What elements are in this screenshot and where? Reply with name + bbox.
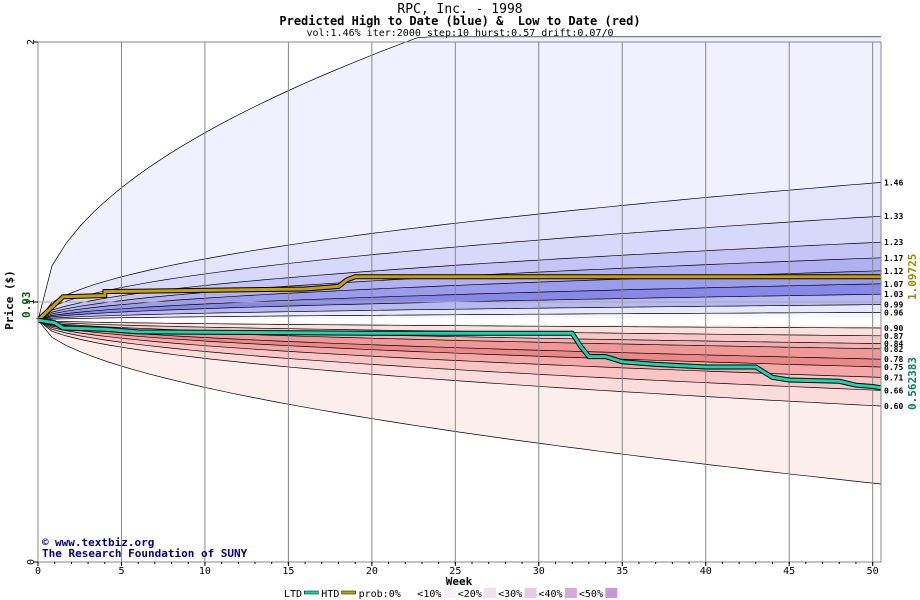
y-tick-label: 2 [26, 39, 37, 45]
band-boundary-19 [37, 319, 882, 485]
band-level-label: 0.82 [884, 345, 903, 354]
y-tick-label: 1 [26, 299, 37, 305]
high-to-date-value: 1.09725 [906, 254, 919, 300]
chart-title: RPC, Inc. - 1998 [397, 2, 522, 17]
legend-item-label: <20% [458, 589, 482, 600]
low-to-date-line [37, 318, 882, 390]
x-tick-label: 10 [199, 566, 211, 577]
band-high-3 [38, 242, 881, 321]
band-high-0 [38, 36, 881, 321]
credit-org: The Research Foundation of SUNY [42, 547, 248, 560]
legend-swatch [605, 588, 618, 598]
band-boundaries [37, 36, 882, 485]
band-level-label: 1.46 [884, 178, 903, 187]
band-level-label: 0.90 [884, 324, 903, 333]
x-tick-label: 50 [867, 566, 879, 577]
low-to-date-value: 0.562383 [906, 357, 919, 410]
x-tick-label: 25 [449, 566, 461, 577]
band-high-9 [38, 312, 881, 321]
band-low-9 [38, 320, 881, 484]
band-level-label: 0.84 [884, 340, 903, 349]
legend-swatch [484, 588, 497, 598]
legend-swatch [564, 588, 577, 598]
grid [38, 42, 881, 562]
band-high-5 [38, 270, 881, 321]
start-price-label: 0.93 [20, 292, 33, 319]
band-high-2 [38, 216, 881, 321]
chart-params: vol:1.46% iter:2000 step:10 hurst:0.57 d… [306, 28, 613, 39]
band-boundary-15 [37, 319, 882, 368]
band-boundary-1 [37, 182, 882, 321]
probability-bands [38, 36, 881, 484]
band-boundary-16 [37, 319, 882, 378]
band-level-label: 0.75 [884, 363, 903, 372]
band-high-4 [38, 257, 881, 321]
legend-item-label: <30% [498, 589, 522, 600]
legend-swatch [403, 588, 416, 598]
band-level-label: 1.03 [884, 290, 903, 299]
band-high-6 [38, 283, 881, 321]
x-tick-label: 30 [533, 566, 545, 577]
band-level-label: 0.66 [884, 386, 903, 395]
legend-item-label: <10% [417, 589, 441, 600]
legend-ltd-label: LTD [284, 589, 302, 600]
band-center [38, 317, 881, 326]
band-level-label: 0.96 [884, 308, 903, 317]
band-level-label: 0.99 [884, 301, 903, 310]
legend: LTD HTD prob:0% <10% <20% <30% <40% <50% [284, 588, 618, 600]
legend-htd-label: HTD [321, 589, 339, 600]
x-tick-label: 0 [35, 566, 41, 577]
band-boundary-0 [37, 36, 881, 321]
chart-subtitle: Predicted High to Date (blue) & Low to D… [279, 14, 640, 28]
band-level-label: 0.87 [884, 332, 903, 341]
band-low-4 [38, 320, 881, 360]
band-boundary-8 [37, 304, 882, 321]
band-boundary-2 [37, 215, 882, 321]
credit-copyright-icon: © [42, 536, 49, 549]
band-low-8 [38, 320, 881, 406]
band-boundary-14 [37, 319, 882, 360]
band-level-label: 1.17 [884, 254, 903, 263]
band-low-5 [38, 320, 881, 367]
band-level-label: 1.07 [884, 280, 903, 289]
credit-url: www.textbiz.org [55, 536, 154, 549]
legend-htd-swatch [341, 590, 356, 595]
axes: 0 5 10 15 20 25 30 35 40 45 50 0 1 2 [26, 39, 882, 577]
band-level-label: 1.12 [884, 267, 903, 276]
x-tick-label: 20 [366, 566, 378, 577]
series [36, 274, 882, 391]
x-axis-label: Week [446, 575, 473, 588]
band-high-1 [38, 182, 881, 321]
legend-item-label: <50% [579, 589, 603, 600]
high-to-date-line [36, 275, 881, 322]
band-level-label: 0.71 [884, 373, 903, 382]
y-tick-label: 0 [26, 559, 37, 565]
legend-swatch [443, 588, 456, 598]
x-tick-label: 45 [783, 566, 795, 577]
band-level-label: 0.60 [884, 402, 903, 411]
legend-item-label: <40% [539, 589, 563, 600]
band-level-label: 0.78 [884, 355, 903, 364]
band-low-7 [38, 320, 881, 391]
band-boundary-17 [37, 319, 882, 391]
legend-prob-label: prob:0% [359, 589, 401, 600]
x-tick-label: 5 [118, 566, 124, 577]
y-axis-label: Price ($) [3, 270, 16, 330]
x-tick-label: 35 [616, 566, 628, 577]
band-low-3 [38, 320, 881, 349]
labels: 1.46 1.33 1.23 1.17 1.12 1.071.03 0.990.96 0.90… [884, 178, 903, 411]
band-boundary-18 [37, 319, 882, 407]
band-boundary-9 [37, 312, 882, 321]
legend-ltd-swatch [304, 590, 319, 595]
band-level-label: 1.23 [884, 238, 903, 247]
band-high-7 [38, 294, 881, 321]
band-boundary-6 [37, 283, 882, 321]
band-level-label: 1.33 [884, 212, 903, 221]
x-tick-label: 15 [282, 566, 294, 577]
band-boundary-10 [37, 319, 882, 329]
legend-swatch [524, 588, 537, 598]
band-low-0 [38, 320, 881, 328]
x-tick-label: 40 [700, 566, 712, 577]
